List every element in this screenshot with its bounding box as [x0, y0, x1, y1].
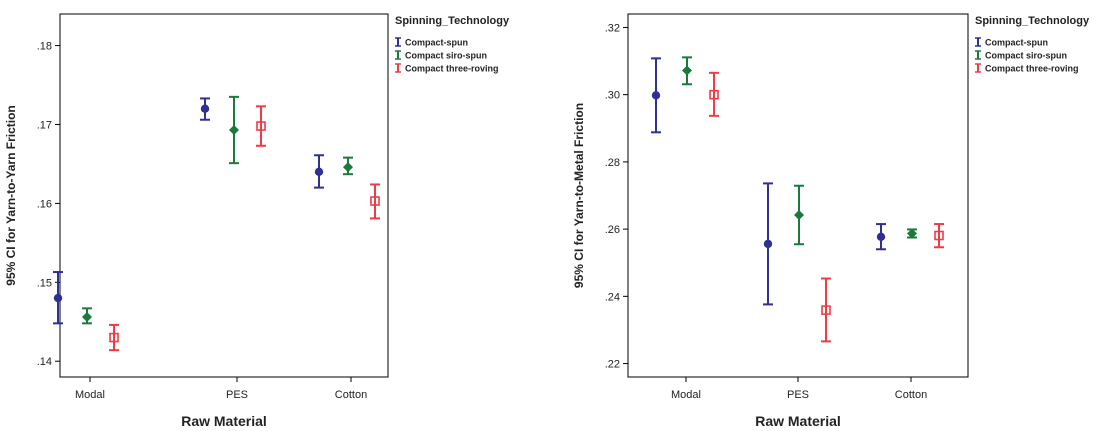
x-tick-label: Modal [671, 389, 701, 401]
y-tick-label: .18 [37, 41, 52, 53]
y-tick-label: .22 [605, 359, 620, 371]
mean-marker-pes [763, 239, 773, 249]
legend-label: Compact siro-spun [405, 51, 487, 61]
y-tick-label: .17 [37, 119, 52, 131]
mean-marker-modal [109, 332, 119, 343]
legend: Spinning_Technology Compact-spun Compact s… [395, 15, 510, 74]
series-compact-siro-spun [682, 56, 917, 246]
chart-panel-1: .14 .15 .16 .17 .18 Modal PES Cotton Raw Materia… [4, 13, 510, 429]
mean-marker-cotton [370, 196, 380, 206]
series-compact-three-roving [709, 71, 944, 343]
series-compact-siro-spun [82, 95, 353, 325]
y-axis-label: 95% CI for Yarn-to-Yarn Friction [4, 105, 18, 285]
mean-marker-modal [651, 91, 661, 100]
legend-label: Compact siro-spun [985, 51, 1067, 61]
mean-marker-cotton [343, 162, 353, 173]
x-tick-label: Modal [75, 389, 105, 401]
legend-label: Compact three-roving [405, 64, 499, 74]
mean-marker-pes [794, 209, 804, 220]
mean-marker-modal [53, 293, 63, 303]
x-tick-label: Cotton [335, 389, 367, 401]
y-tick-label: .32 [605, 22, 620, 34]
x-tick-label: Cotton [895, 389, 927, 401]
mean-marker-cotton [907, 228, 917, 239]
mean-marker-modal [682, 65, 692, 76]
mean-marker-pes [229, 125, 239, 136]
legend-label: Compact-spun [405, 38, 468, 48]
legend-label: Compact three-roving [985, 64, 1079, 74]
y-axis-label: 95% CI for Yarn-to-Metal Friction [572, 103, 586, 288]
legend-title: Spinning_Technology [395, 15, 510, 27]
mean-marker-pes [200, 104, 210, 113]
legend: Spinning_Technology Compact-spun Compact s… [975, 15, 1090, 74]
mean-marker-modal [709, 89, 719, 100]
legend-label: Compact-spun [985, 38, 1048, 48]
y-tick-label: .30 [605, 90, 620, 102]
series-compact-three-roving [109, 105, 380, 352]
y-tick-label: .14 [37, 356, 52, 368]
series-compact-spun [53, 97, 324, 325]
mean-marker-cotton [934, 230, 944, 241]
x-tick-label: PES [787, 389, 809, 401]
chart-panel-2: .22 .24 .26 .28 .30 .32 Modal PES Cotton Raw Mate… [572, 13, 1090, 429]
legend-title: Spinning_Technology [975, 15, 1090, 27]
plot-area [59, 13, 389, 378]
x-axis-label: Raw Material [755, 413, 841, 429]
series-compact-spun [651, 57, 886, 306]
mean-marker-pes [821, 305, 831, 315]
y-tick-label: .15 [37, 277, 52, 289]
x-axis-label: Raw Material [181, 413, 267, 429]
y-tick-label: .26 [605, 224, 620, 236]
y-tick-label: .24 [605, 291, 620, 303]
mean-marker-modal [82, 312, 92, 323]
mean-marker-cotton [314, 167, 324, 177]
mean-marker-cotton [876, 232, 886, 242]
x-tick-label: PES [226, 389, 248, 401]
y-tick-label: .28 [605, 157, 620, 169]
y-tick-label: .16 [37, 198, 52, 210]
mean-marker-pes [256, 121, 266, 131]
